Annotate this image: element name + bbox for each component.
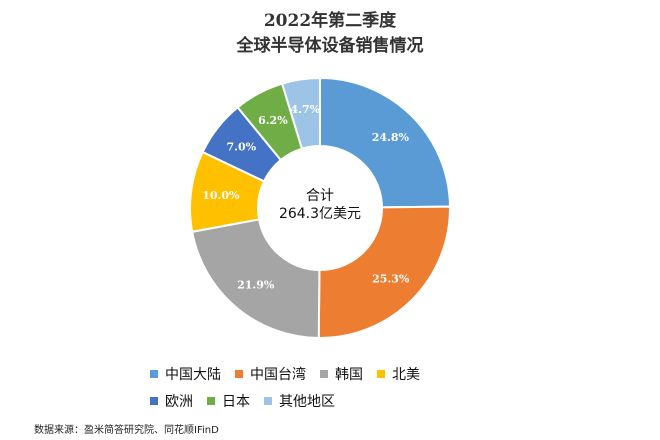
legend-label: 中国大陆 [165, 367, 221, 383]
chart-title-line1: 2022年第二季度 [263, 11, 397, 31]
legend-swatch [207, 397, 215, 405]
slice-label-4: 7.0% [227, 140, 257, 153]
legend-swatch [150, 397, 158, 405]
legend-item-japan: 日本 [207, 391, 250, 411]
center-label-amount: 264.3亿美元 [279, 206, 361, 222]
slice-label-5: 6.2% [258, 114, 288, 127]
legend-label: 中国台湾 [250, 367, 306, 383]
legend-label: 其他地区 [279, 394, 335, 410]
data-source-note: 数据来源：盈米简答研究院、同花顺IFinD [34, 425, 219, 436]
legend-swatch [264, 397, 272, 405]
slice-label-3: 10.0% [202, 189, 240, 202]
legend-label: 日本 [222, 394, 250, 410]
legend-swatch [320, 370, 328, 378]
legend-swatch [377, 370, 385, 378]
legend-item-other-regions: 其他地区 [264, 391, 335, 411]
legend-row-1: 中国大陆 中国台湾 韩国 北美 [150, 364, 434, 384]
slice-label-1: 25.3% [372, 273, 410, 286]
donut-slice-1 [317, 205, 451, 339]
legend-label: 欧洲 [165, 394, 193, 410]
legend-swatch [235, 370, 243, 378]
chart-title-line2: 全球半导体设备销售情况 [236, 36, 424, 56]
slice-label-2: 21.9% [237, 279, 275, 292]
donut-slice-2 [191, 218, 321, 340]
legend-label: 韩国 [335, 367, 363, 383]
donut-slice-6 [280, 76, 321, 150]
legend-item-korea: 韩国 [320, 364, 363, 384]
legend-label: 北美 [392, 367, 420, 383]
donut-slice-0 [319, 76, 452, 209]
legend-swatch [150, 370, 158, 378]
legend-item-taiwan: 中国台湾 [235, 364, 306, 384]
legend-row-2: 欧洲 日本 其他地区 [150, 391, 349, 411]
slice-label-0: 24.8% [372, 131, 410, 144]
center-label-total: 合计 [306, 188, 334, 204]
slice-label-6: 4.7% [290, 103, 320, 116]
legend-item-europe: 欧洲 [150, 391, 193, 411]
legend-item-north-america: 北美 [377, 364, 420, 384]
legend-item-mainland-china: 中国大陆 [150, 364, 221, 384]
